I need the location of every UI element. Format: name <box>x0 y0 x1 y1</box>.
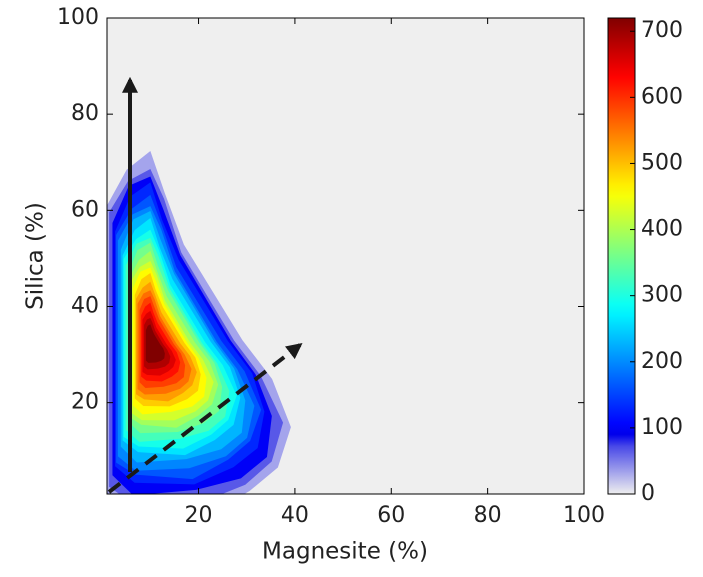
density-layer <box>107 151 291 494</box>
y-tick-label: 20 <box>71 390 99 415</box>
y-tick-label: 100 <box>57 5 99 30</box>
x-tick-label: 60 <box>377 503 405 528</box>
colorbar-tick-label: 0 <box>641 481 655 506</box>
colorbar-tick-label: 600 <box>641 84 683 109</box>
colorbar-tick-label: 500 <box>641 150 683 175</box>
y-axis-label: Silica (%) <box>23 202 49 310</box>
colorbar <box>607 17 636 495</box>
y-tick-label: 60 <box>71 197 99 222</box>
plot-frame <box>106 17 585 495</box>
colorbar-tick-label: 200 <box>641 349 683 374</box>
x-axis-label: Magnesite (%) <box>262 539 428 565</box>
density-contour <box>145 324 165 363</box>
x-tick-label: 40 <box>281 503 309 528</box>
y-tick-label: 40 <box>71 293 99 318</box>
x-tick-label: 100 <box>563 503 605 528</box>
colorbar-tick-label: 700 <box>641 18 683 43</box>
colorbar-tick-label: 100 <box>641 415 683 440</box>
y-tick-label: 80 <box>71 101 99 126</box>
colorbar-tick-label: 300 <box>641 283 683 308</box>
colorbar-tick-label: 400 <box>641 217 683 242</box>
arrow <box>107 343 303 494</box>
x-tick-label: 20 <box>185 503 213 528</box>
x-tick-label: 80 <box>474 503 502 528</box>
